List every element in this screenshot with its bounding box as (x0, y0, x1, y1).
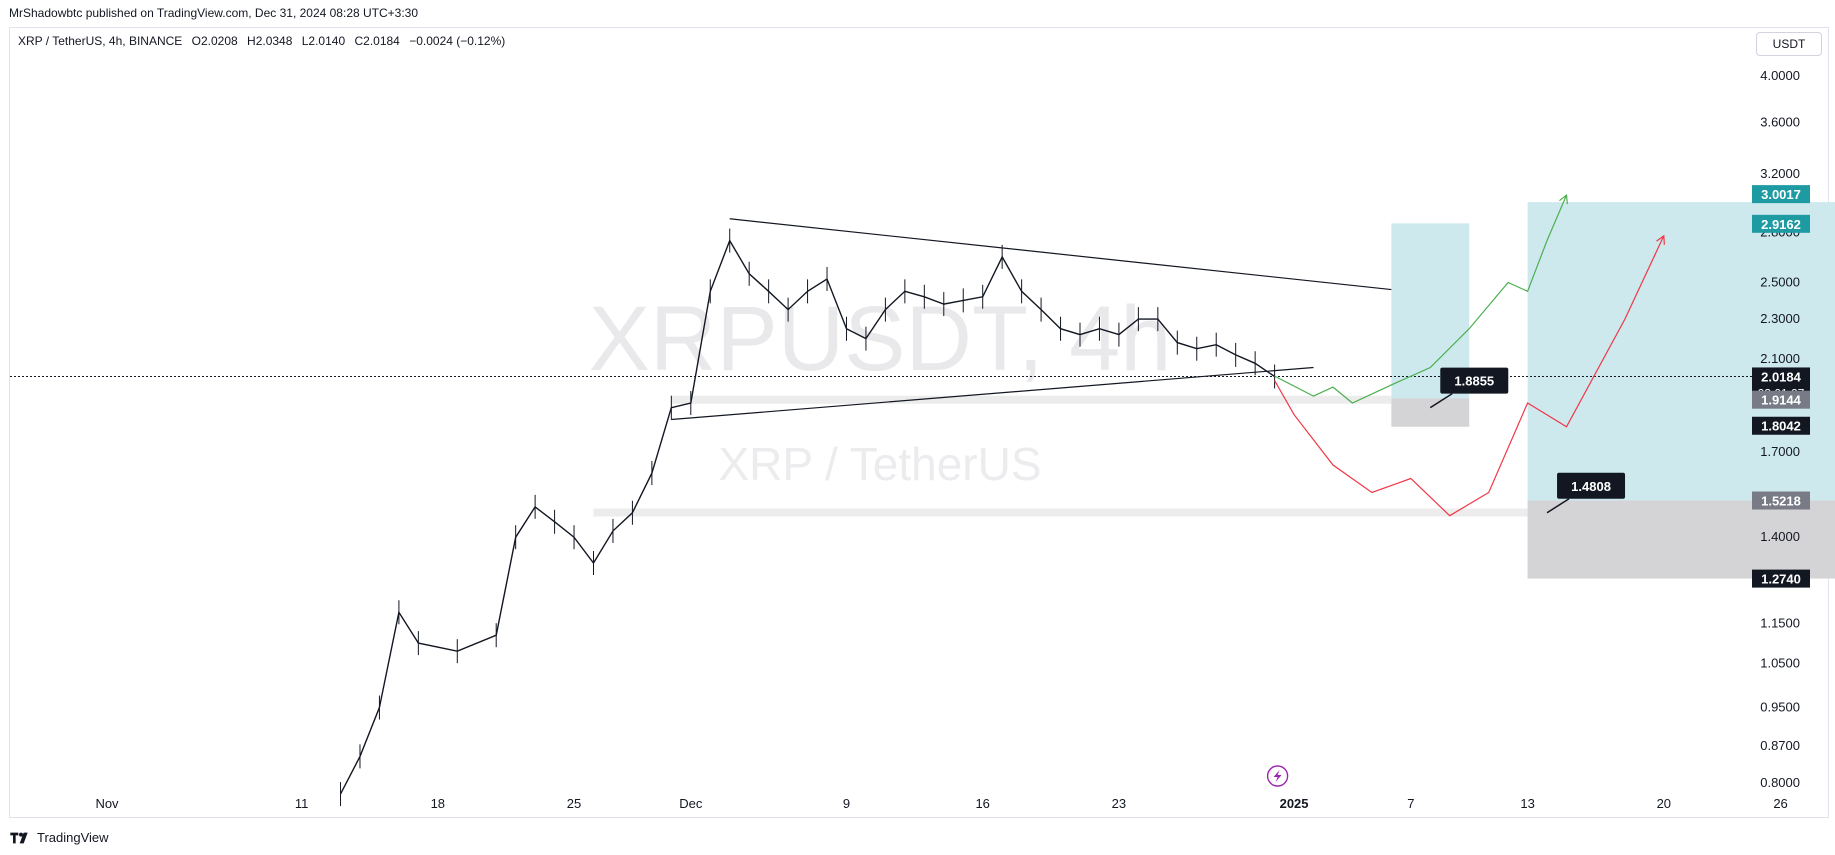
legend-open: O2.0208 (191, 34, 238, 48)
callout-pointer-0 (1429, 393, 1453, 409)
currency-button[interactable]: USDT (1756, 32, 1822, 56)
x-tick-label: 26 (1773, 796, 1787, 811)
zone-target-2[interactable] (1527, 202, 1835, 501)
watermark-name: XRP / TetherUS (718, 438, 1041, 490)
x-tick-label: 2025 (1280, 796, 1309, 811)
x-tick-label: 11 (295, 796, 309, 811)
x-tick-label: 25 (567, 796, 581, 811)
y-tick-label: 1.7000 (1760, 444, 1800, 459)
x-tick-label: 18 (431, 796, 445, 811)
y-tick-label: 1.4000 (1760, 529, 1800, 544)
bearish-projection-arrowhead (1656, 234, 1665, 245)
price-label-box (1752, 491, 1810, 510)
y-tick-label: 2.3000 (1760, 311, 1800, 326)
watermark-ticker: XRPUSDT, 4h (589, 288, 1172, 390)
y-tick-label: 1.1500 (1760, 616, 1800, 631)
price-label-box (1752, 569, 1810, 588)
callout-text-1: 1.4808 (1571, 479, 1611, 494)
price-label-text: 2.9162 (1761, 217, 1801, 232)
bearish-projection-path[interactable] (1274, 235, 1665, 517)
y-tick-label: 3.2000 (1760, 166, 1800, 181)
price-label-text: 1.5218 (1761, 494, 1801, 509)
price-label-box (1752, 390, 1810, 409)
price-label-text: 1.9144 (1761, 393, 1802, 408)
bullish-projection-path[interactable] (1274, 194, 1568, 404)
x-tick-label: 23 (1112, 796, 1126, 811)
legend-close: C2.0184 (354, 34, 400, 48)
tradingview-logo-icon[interactable] (9, 831, 33, 845)
trendline-0[interactable] (729, 218, 1392, 291)
y-tick-label: 0.9500 (1760, 700, 1800, 715)
x-tick-label: Dec (679, 796, 703, 811)
x-tick-label: 13 (1520, 796, 1534, 811)
bullish-projection-arrowhead (1559, 193, 1568, 205)
x-tick-label: 16 (975, 796, 989, 811)
y-tick-label: 2.5000 (1760, 274, 1800, 289)
footer: TradingView (9, 830, 109, 845)
lightning-icon-glyph (1273, 770, 1282, 782)
callout-text-0: 1.8855 (1454, 374, 1494, 389)
zone-stop-1[interactable] (1391, 398, 1470, 427)
y-tick-label: 0.8000 (1760, 775, 1800, 790)
publisher-line: MrShadowbtc published on TradingView.com… (9, 6, 419, 20)
x-tick-label: Nov (95, 796, 119, 811)
legend-change: −0.0024 (−0.12%) (409, 34, 506, 48)
symbol-legend: XRP / TetherUS, 4h, BINANCE O2.0208 H2.0… (18, 34, 511, 48)
trendline-1[interactable] (671, 366, 1314, 421)
zone-stop-3[interactable] (1527, 500, 1835, 579)
y-tick-label: 2.1000 (1760, 351, 1800, 366)
callout-box-1[interactable] (1557, 472, 1626, 499)
x-tick-label: 7 (1407, 796, 1414, 811)
y-tick-label: 1.0500 (1760, 656, 1800, 671)
y-tick-label: 3.6000 (1760, 114, 1800, 129)
y-tick-label: 0.8700 (1760, 738, 1800, 753)
y-tick-label: 4.0000 (1760, 68, 1800, 83)
legend-low: L2.0140 (301, 34, 346, 48)
legend-high: H2.0348 (247, 34, 293, 48)
price-label-box (1752, 185, 1810, 204)
x-tick-label: 20 (1657, 796, 1671, 811)
price-label-text: 1.2740 (1761, 572, 1801, 587)
callout-pointer-1 (1546, 498, 1570, 514)
x-tick-label: 9 (843, 796, 850, 811)
callout-box-0[interactable] (1440, 367, 1509, 394)
price-label-text: 3.0017 (1761, 187, 1801, 202)
footer-brand[interactable]: TradingView (37, 830, 109, 845)
legend-symbol[interactable]: XRP / TetherUS, 4h, BINANCE (18, 34, 183, 48)
price-label-box (1752, 214, 1810, 233)
price-label-text: 2.0184 (1761, 369, 1802, 384)
price-label-box (1752, 416, 1810, 435)
price-label-text: 1.8042 (1761, 419, 1801, 434)
